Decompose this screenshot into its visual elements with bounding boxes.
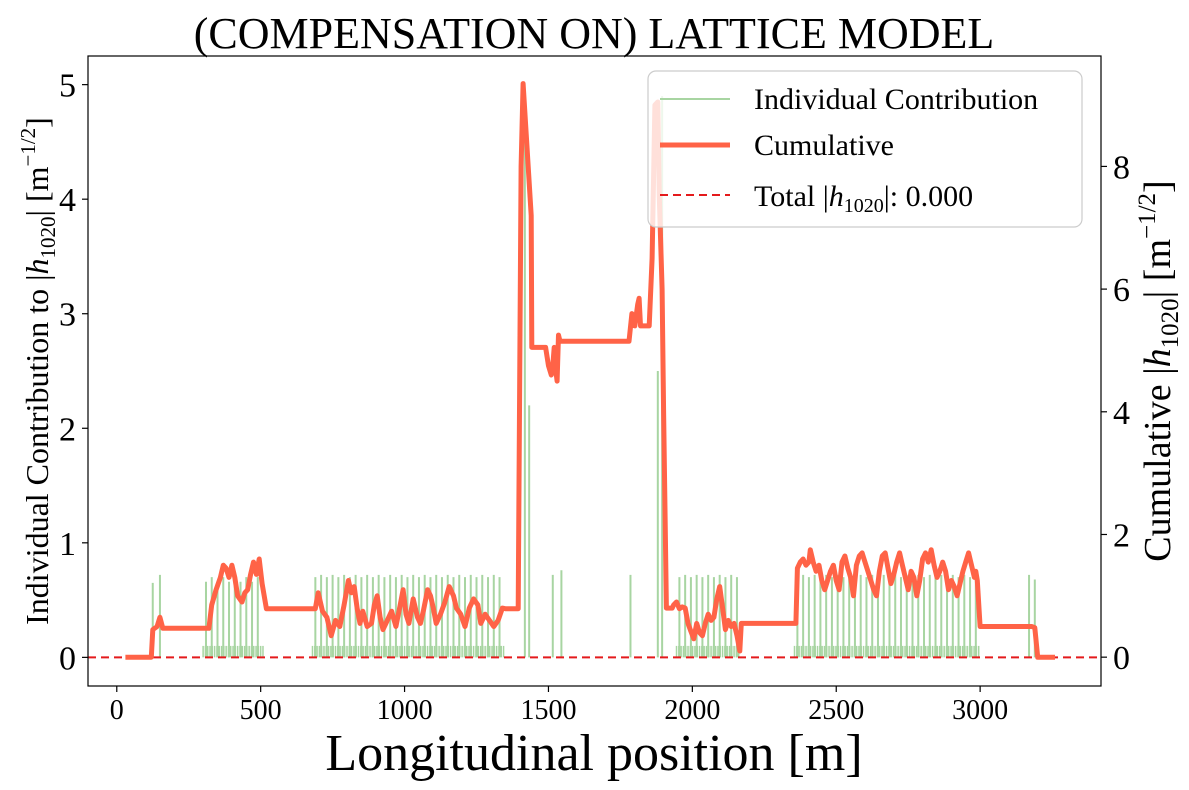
y-left-tick-label: 5 xyxy=(59,68,76,105)
x-tick-label: 2500 xyxy=(808,695,864,726)
x-tick-label: 2000 xyxy=(664,695,720,726)
y-left-axis-label: Individual Contribution to |h1020| [m−1/… xyxy=(16,117,60,625)
x-tick-label: 1000 xyxy=(377,695,433,726)
x-tick-label: 0 xyxy=(110,695,124,726)
y-right-tick-label: 8 xyxy=(1113,149,1130,186)
y-left-tick-label: 0 xyxy=(59,640,76,677)
y-left-tick-label: 4 xyxy=(59,182,76,219)
y-right-tick-label: 0 xyxy=(1113,640,1130,677)
y-right-tick-label: 6 xyxy=(1113,272,1130,309)
x-axis-label: Longitudinal position [m] xyxy=(325,725,862,782)
legend: Individual Contribution Cumulative Total… xyxy=(647,70,1083,228)
x-tick-label: 1500 xyxy=(520,695,576,726)
chart-title: (COMPENSATION ON) LATTICE MODEL xyxy=(194,9,995,58)
y-left-tick-label: 1 xyxy=(59,526,76,563)
legend-label-individual: Individual Contribution xyxy=(754,83,1038,116)
y-right-tick-label: 4 xyxy=(1113,395,1130,432)
y-right-tick-label: 2 xyxy=(1113,517,1130,554)
y-left-tick-label: 2 xyxy=(59,411,76,448)
x-tick-label: 500 xyxy=(240,695,282,726)
plot-frame xyxy=(87,55,1102,687)
x-tick-label: 3000 xyxy=(952,695,1008,726)
y-left-tick-label: 3 xyxy=(59,297,76,334)
y-left-axis-ticks: 0 1 2 3 4 5 xyxy=(59,68,88,677)
x-axis-ticks: 0 500 1000 1500 2000 2500 3000 xyxy=(110,686,1008,726)
legend-label-total: Total |h1020|: 0.000 xyxy=(754,180,973,217)
legend-label-cumulative: Cumulative xyxy=(754,129,894,162)
plot-area xyxy=(87,55,1102,687)
legend-box xyxy=(647,70,1083,228)
y-right-axis-ticks: 0 2 4 6 8 xyxy=(1101,149,1130,677)
y-right-axis-label: Cumulative |h1020| [m−1/2] xyxy=(1134,180,1184,561)
